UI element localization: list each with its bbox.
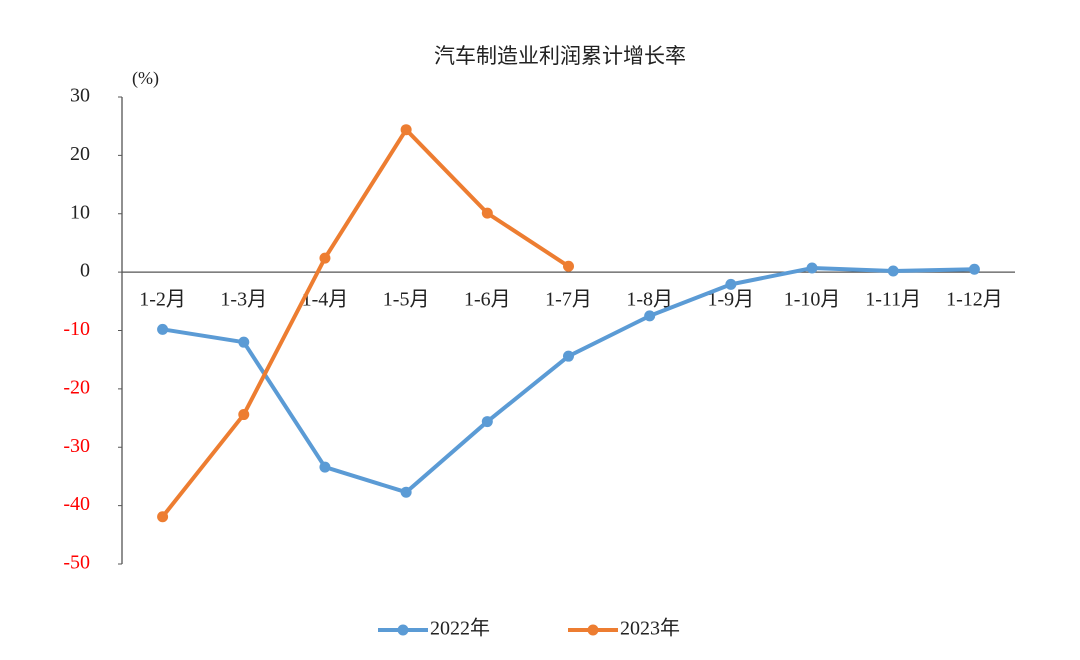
data-point: [238, 409, 250, 421]
x-tick-label: 1-7月: [545, 289, 592, 311]
y-tick-label: -40: [63, 493, 90, 515]
x-tick-label: 1-3月: [220, 289, 267, 311]
y-unit: (%): [132, 68, 159, 89]
x-tick-label: 1-2月: [139, 289, 186, 311]
x-tick-label: 1-10月: [784, 289, 841, 311]
data-point: [400, 486, 412, 498]
y-tick-label: -50: [63, 552, 90, 574]
legend-marker: [397, 624, 409, 636]
y-tick-label: 20: [70, 143, 90, 165]
data-point: [481, 416, 493, 428]
data-point: [725, 278, 737, 290]
x-tick-label: 1-9月: [708, 289, 755, 311]
data-point: [563, 350, 574, 362]
x-tick-label: 1-11月: [865, 289, 921, 311]
legend-marker: [587, 624, 599, 636]
legend-label: 2022年: [430, 617, 490, 640]
y-tick-label: 30: [70, 85, 90, 107]
y-tick-label: 0: [80, 260, 90, 282]
y-tick-label: -10: [63, 318, 90, 340]
y-tick-label: 10: [70, 201, 90, 223]
data-point: [319, 252, 331, 264]
x-tick-label: 1-5月: [383, 289, 430, 311]
data-point: [319, 461, 331, 473]
x-tick-label: 1-12月: [946, 289, 1003, 311]
data-point: [400, 124, 412, 136]
x-tick-label: 1-8月: [626, 289, 673, 311]
data-point: [157, 323, 169, 335]
data-point: [481, 207, 493, 219]
chart-title: 汽车制造业利润累计增长率: [434, 44, 686, 68]
data-point: [806, 262, 818, 274]
y-tick-label: -20: [63, 376, 90, 398]
data-point: [563, 260, 574, 272]
y-tick-label: -30: [63, 435, 90, 457]
legend-label: 2023年: [620, 617, 680, 640]
data-point: [968, 263, 980, 275]
series-line: [161, 127, 570, 518]
x-tick-label: 1-4月: [302, 289, 349, 311]
data-point: [644, 310, 656, 322]
data-point: [157, 511, 169, 523]
x-tick-label: 1-6月: [464, 289, 511, 311]
data-point: [887, 265, 899, 277]
data-point: [238, 336, 250, 348]
